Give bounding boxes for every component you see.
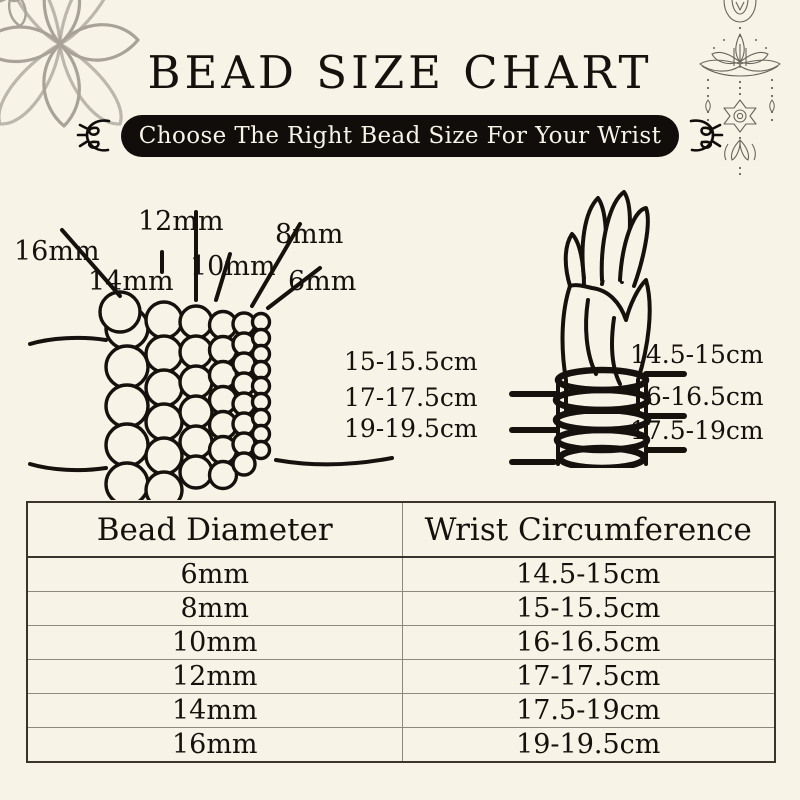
cell-bead-diameter: 12mm bbox=[26, 659, 403, 694]
cell-bead-diameter: 8mm bbox=[26, 591, 403, 626]
wrist-label-left-2: 17-17.5cm bbox=[344, 383, 478, 412]
bead-label-16mm: 16mm bbox=[14, 236, 100, 267]
wrist-label-left-3: 19-19.5cm bbox=[344, 414, 478, 443]
curl-flourish-left-icon bbox=[76, 119, 111, 152]
cell-wrist-circumference: 19-19.5cm bbox=[401, 727, 776, 763]
table-row: 6mm 14.5-15cm bbox=[26, 556, 776, 592]
wrist-label-right-1: 14.5-15cm bbox=[630, 340, 764, 369]
table-row: 16mm 19-19.5cm bbox=[26, 727, 776, 763]
page-title: BEAD SIZE CHART bbox=[147, 46, 653, 99]
wrist-leader-lines bbox=[509, 371, 687, 465]
column-header-wrist-circumference: Wrist Circumference bbox=[401, 501, 776, 558]
wrist-label-left-1: 15-15.5cm bbox=[344, 347, 478, 376]
cell-bead-diameter: 16mm bbox=[26, 727, 403, 763]
bead-label-6mm: 6mm bbox=[288, 266, 357, 297]
table-row: 8mm 15-15.5cm bbox=[26, 591, 776, 626]
bead-label-14mm: 14mm bbox=[88, 266, 174, 297]
cell-bead-diameter: 14mm bbox=[26, 693, 403, 728]
curl-flourish-right-icon bbox=[689, 119, 724, 152]
cell-wrist-circumference: 16-16.5cm bbox=[401, 625, 776, 660]
bead-label-12mm: 12mm bbox=[138, 206, 224, 237]
illustration-area: 16mm 14mm 12mm 10mm 8mm 6mm bbox=[0, 160, 800, 500]
cell-bead-diameter: 10mm bbox=[26, 625, 403, 660]
cell-wrist-circumference: 15-15.5cm bbox=[401, 591, 776, 626]
column-header-bead-diameter: Bead Diameter bbox=[26, 501, 403, 558]
subtitle-banner: Choose The Right Bead Size For Your Wris… bbox=[0, 112, 800, 160]
bead-label-10mm: 10mm bbox=[190, 251, 276, 282]
cell-bead-diameter: 6mm bbox=[26, 556, 403, 592]
bead-bracelet-illustration bbox=[28, 210, 394, 500]
subtitle-text: Choose The Right Bead Size For Your Wris… bbox=[120, 115, 680, 157]
wrist-label-right-2: 16-16.5cm bbox=[630, 382, 764, 411]
bead-label-8mm: 8mm bbox=[275, 219, 344, 250]
table-row: 14mm 17.5-19cm bbox=[26, 693, 776, 728]
cell-wrist-circumference: 14.5-15cm bbox=[401, 556, 776, 592]
table-row: 12mm 17-17.5cm bbox=[26, 659, 776, 694]
bead-size-table: Bead Diameter Wrist Circumference 6mm 14… bbox=[26, 501, 776, 763]
bead-leader-lines bbox=[60, 210, 322, 310]
hand-with-measuring-tape-illustration bbox=[509, 190, 687, 468]
cell-wrist-circumference: 17-17.5cm bbox=[401, 659, 776, 694]
wrist-label-right-3: 17.5-19cm bbox=[630, 416, 764, 445]
table-row: 10mm 16-16.5cm bbox=[26, 625, 776, 660]
table-header-row: Bead Diameter Wrist Circumference bbox=[26, 501, 776, 558]
cell-wrist-circumference: 17.5-19cm bbox=[401, 693, 776, 728]
